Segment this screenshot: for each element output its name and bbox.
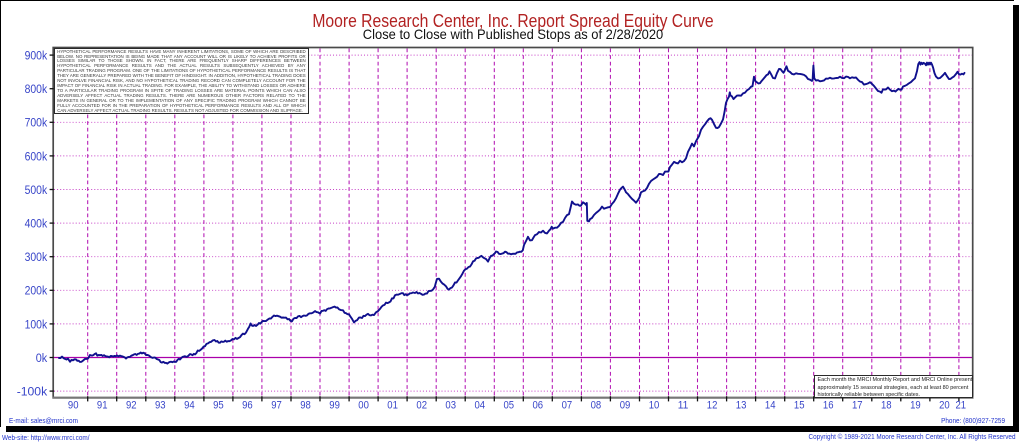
svg-text:02: 02 xyxy=(416,400,427,412)
svg-text:10: 10 xyxy=(649,400,660,412)
svg-text:-100k: -100k xyxy=(17,385,48,399)
svg-text:91: 91 xyxy=(97,400,108,412)
svg-text:03: 03 xyxy=(445,400,456,412)
svg-text:94: 94 xyxy=(184,400,195,412)
svg-text:90: 90 xyxy=(68,400,79,412)
svg-text:600k: 600k xyxy=(25,149,48,163)
svg-text:06: 06 xyxy=(533,400,544,412)
svg-text:15: 15 xyxy=(794,400,805,412)
svg-text:09: 09 xyxy=(620,400,631,412)
svg-text:99: 99 xyxy=(329,400,340,412)
svg-text:900k: 900k xyxy=(25,49,48,63)
svg-text:200k: 200k xyxy=(25,284,48,298)
svg-text:98: 98 xyxy=(300,400,311,412)
svg-text:01: 01 xyxy=(387,400,398,412)
svg-text:11: 11 xyxy=(678,400,689,412)
svg-text:18: 18 xyxy=(881,400,892,412)
svg-text:97: 97 xyxy=(271,400,282,412)
svg-text:05: 05 xyxy=(504,400,515,412)
svg-text:00: 00 xyxy=(358,400,369,412)
svg-text:13: 13 xyxy=(736,400,747,412)
svg-text:20: 20 xyxy=(939,400,950,412)
svg-text:08: 08 xyxy=(591,400,602,412)
svg-text:95: 95 xyxy=(213,400,224,412)
svg-text:92: 92 xyxy=(126,400,137,412)
svg-text:19: 19 xyxy=(910,400,921,412)
svg-text:100k: 100k xyxy=(25,317,48,331)
svg-text:12: 12 xyxy=(707,400,718,412)
svg-text:17: 17 xyxy=(852,400,863,412)
svg-text:0k: 0k xyxy=(36,351,48,365)
svg-text:96: 96 xyxy=(242,400,253,412)
svg-text:04: 04 xyxy=(475,400,486,412)
svg-text:16: 16 xyxy=(823,400,834,412)
svg-text:93: 93 xyxy=(155,400,166,412)
svg-text:800k: 800k xyxy=(25,82,48,96)
svg-text:14: 14 xyxy=(765,400,776,412)
svg-text:500k: 500k xyxy=(25,183,48,197)
svg-text:300k: 300k xyxy=(25,250,48,264)
svg-text:21: 21 xyxy=(956,400,967,412)
svg-text:400k: 400k xyxy=(25,217,48,231)
svg-text:07: 07 xyxy=(562,400,573,412)
svg-text:700k: 700k xyxy=(25,116,48,130)
